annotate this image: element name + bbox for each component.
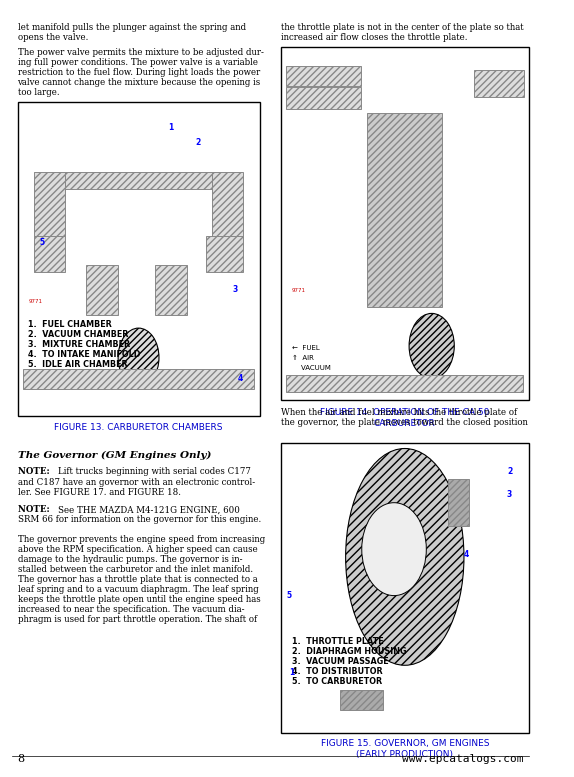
Text: 9771: 9771 bbox=[292, 287, 306, 293]
Text: The governor prevents the engine speed from increasing: The governor prevents the engine speed f… bbox=[18, 535, 265, 544]
Text: above the RPM specification. A higher speed can cause: above the RPM specification. A higher sp… bbox=[18, 545, 257, 554]
Bar bbox=[367, 113, 443, 307]
Text: 2: 2 bbox=[507, 467, 512, 476]
Bar bbox=[205, 236, 243, 272]
Text: damage to the hydraulic pumps. The governor is in-: damage to the hydraulic pumps. The gover… bbox=[18, 555, 242, 564]
Text: The governor has a throttle plate that is connected to a: The governor has a throttle plate that i… bbox=[18, 575, 257, 584]
Bar bbox=[286, 375, 523, 392]
Text: 5.  IDLE AIR CHAMBER: 5. IDLE AIR CHAMBER bbox=[28, 360, 128, 369]
Ellipse shape bbox=[346, 448, 464, 665]
Bar bbox=[286, 66, 360, 85]
Text: stalled between the carburetor and the inlet manifold.: stalled between the carburetor and the i… bbox=[18, 565, 253, 574]
Text: 1: 1 bbox=[168, 123, 173, 131]
Text: valve cannot change the mixture because the opening is: valve cannot change the mixture because … bbox=[18, 78, 261, 88]
Text: 5: 5 bbox=[286, 591, 292, 600]
Text: 3.  MIXTURE CHAMBER: 3. MIXTURE CHAMBER bbox=[28, 340, 130, 349]
Text: NOTE:: NOTE: bbox=[18, 505, 52, 514]
Text: too large.: too large. bbox=[18, 89, 59, 97]
Text: the governor, the plate moves toward the closed position: the governor, the plate moves toward the… bbox=[281, 418, 528, 427]
Text: FIGURE 15. GOVERNOR, GM ENGINES: FIGURE 15. GOVERNOR, GM ENGINES bbox=[320, 739, 489, 748]
Bar bbox=[212, 172, 243, 236]
Text: ler. See FIGURE 17. and FIGURE 18.: ler. See FIGURE 17. and FIGURE 18. bbox=[18, 488, 181, 497]
Circle shape bbox=[118, 328, 159, 387]
Bar bbox=[23, 369, 254, 388]
Text: 4.  TO INTAKE MANIFOLD: 4. TO INTAKE MANIFOLD bbox=[28, 350, 141, 359]
Text: ⇑  AIR: ⇑ AIR bbox=[292, 355, 314, 361]
Bar bbox=[340, 691, 383, 710]
Bar bbox=[34, 236, 65, 272]
Text: 4: 4 bbox=[238, 374, 243, 383]
Bar bbox=[281, 47, 529, 400]
Bar bbox=[34, 172, 65, 236]
Bar bbox=[448, 479, 470, 526]
Text: 3: 3 bbox=[507, 490, 512, 499]
Text: The power valve permits the mixture to be adjusted dur-: The power valve permits the mixture to b… bbox=[18, 48, 263, 57]
Text: When the air and fuel mixture hits the throttle plate of: When the air and fuel mixture hits the t… bbox=[281, 408, 517, 416]
Text: (EARLY PRODUCTION): (EARLY PRODUCTION) bbox=[356, 750, 453, 759]
Text: 5: 5 bbox=[39, 239, 44, 247]
Text: ing full power conditions. The power valve is a variable: ing full power conditions. The power val… bbox=[18, 58, 258, 68]
Text: the throttle plate is not in the center of the plate so that: the throttle plate is not in the center … bbox=[281, 23, 523, 32]
Text: 4.  TO DISTRIBUTOR: 4. TO DISTRIBUTOR bbox=[292, 667, 382, 676]
Text: 9771: 9771 bbox=[28, 299, 42, 305]
Circle shape bbox=[409, 313, 454, 378]
Bar bbox=[281, 443, 529, 733]
Text: FIGURE 13. CARBURETOR CHAMBERS: FIGURE 13. CARBURETOR CHAMBERS bbox=[55, 423, 223, 432]
Text: 2: 2 bbox=[195, 138, 200, 147]
Text: 3.  VACUUM PASSAGE: 3. VACUUM PASSAGE bbox=[292, 657, 389, 666]
Text: keeps the throttle plate open until the engine speed has: keeps the throttle plate open until the … bbox=[18, 595, 260, 605]
Bar bbox=[65, 172, 212, 190]
Text: SRM 66 for information on the governor for this engine.: SRM 66 for information on the governor f… bbox=[18, 515, 261, 524]
Text: 5.  TO CARBURETOR: 5. TO CARBURETOR bbox=[292, 678, 382, 686]
Text: 8: 8 bbox=[18, 754, 25, 764]
Bar bbox=[156, 265, 187, 315]
Bar bbox=[86, 265, 118, 315]
Text: ←  FUEL: ← FUEL bbox=[292, 345, 320, 350]
Circle shape bbox=[362, 503, 426, 596]
Text: FIGURE 14. OPERATION OF THE CA 50: FIGURE 14. OPERATION OF THE CA 50 bbox=[320, 408, 490, 416]
Bar bbox=[18, 103, 259, 416]
Text: See THE MAZDA M4-121G ENGINE, 600: See THE MAZDA M4-121G ENGINE, 600 bbox=[58, 505, 240, 514]
Text: 1.  FUEL CHAMBER: 1. FUEL CHAMBER bbox=[28, 319, 112, 329]
Text: 2.  DIAPHRAGM HOUSING: 2. DIAPHRAGM HOUSING bbox=[292, 647, 406, 656]
Text: 4: 4 bbox=[464, 550, 469, 559]
Text: restriction to the fuel flow. During light loads the power: restriction to the fuel flow. During lig… bbox=[18, 68, 260, 78]
Text: increased air flow closes the throttle plate.: increased air flow closes the throttle p… bbox=[281, 33, 468, 42]
Bar bbox=[286, 87, 360, 109]
Text: increased to near the specification. The vacuum dia-: increased to near the specification. The… bbox=[18, 605, 244, 615]
Text: The Governor (GM Engines Only): The Governor (GM Engines Only) bbox=[18, 451, 211, 459]
Text: NOTE:: NOTE: bbox=[18, 468, 52, 476]
Text: opens the valve.: opens the valve. bbox=[18, 33, 88, 42]
Text: Lift trucks beginning with serial codes C177: Lift trucks beginning with serial codes … bbox=[58, 468, 251, 476]
Text: and C187 have an governor with an electronic control-: and C187 have an governor with an electr… bbox=[18, 478, 255, 486]
Text: 1: 1 bbox=[289, 668, 294, 677]
Text: 3: 3 bbox=[232, 284, 238, 294]
Text: leaf spring and to a vacuum diaphragm. The leaf spring: leaf spring and to a vacuum diaphragm. T… bbox=[18, 585, 258, 594]
Text: 2.  VACUUM CHAMBER: 2. VACUUM CHAMBER bbox=[28, 329, 129, 339]
Text: VACUUM: VACUUM bbox=[292, 365, 331, 371]
Text: phragm is used for part throttle operation. The shaft of: phragm is used for part throttle operati… bbox=[18, 615, 257, 625]
Bar bbox=[474, 70, 523, 97]
Text: 1.  THROTTLE PLATE: 1. THROTTLE PLATE bbox=[292, 637, 383, 646]
Text: let manifold pulls the plunger against the spring and: let manifold pulls the plunger against t… bbox=[18, 23, 246, 32]
Text: www.epcatalogs.com: www.epcatalogs.com bbox=[402, 754, 523, 764]
Text: CARBURETOR: CARBURETOR bbox=[374, 419, 436, 427]
